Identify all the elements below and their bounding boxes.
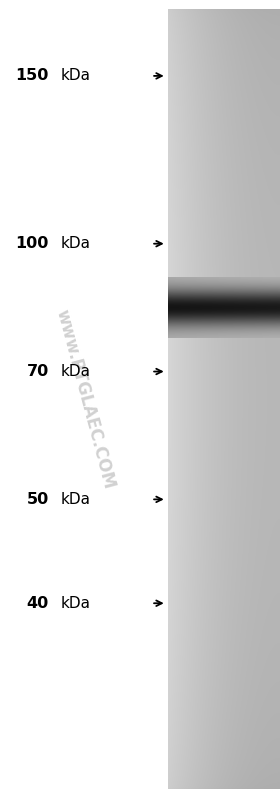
Text: www.PTGLAEC.COM: www.PTGLAEC.COM [53, 308, 118, 491]
Text: 100: 100 [16, 237, 49, 251]
Text: kDa: kDa [60, 596, 90, 610]
Text: kDa: kDa [60, 237, 90, 251]
Text: 70: 70 [27, 364, 49, 379]
Text: 150: 150 [16, 69, 49, 83]
Text: 40: 40 [27, 596, 49, 610]
Text: kDa: kDa [60, 364, 90, 379]
Text: kDa: kDa [60, 492, 90, 507]
Text: 50: 50 [27, 492, 49, 507]
Text: kDa: kDa [60, 69, 90, 83]
